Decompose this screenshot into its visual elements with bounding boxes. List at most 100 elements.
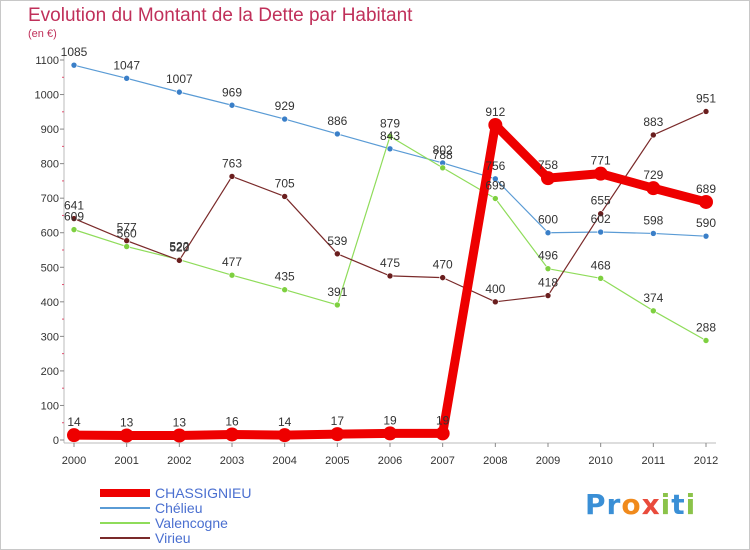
data-point [119, 428, 134, 443]
data-label: 435 [275, 270, 295, 284]
legend-item: Virieu [100, 530, 300, 546]
data-point [277, 428, 292, 443]
y-tick-label: 300 [41, 331, 59, 343]
data-point [439, 274, 446, 281]
data-label: 879 [380, 116, 400, 130]
data-label: 609 [64, 210, 84, 224]
data-point [593, 166, 608, 181]
data-point [492, 298, 499, 306]
legend-label: CHASSIGNIEU [155, 485, 252, 501]
y-tick-label: 600 [41, 228, 59, 240]
data-point [383, 426, 397, 441]
data-label: 14 [67, 415, 81, 429]
data-point [334, 130, 341, 138]
data-point [702, 108, 710, 115]
data-point [386, 133, 394, 140]
data-label: 475 [380, 256, 400, 270]
data-label: 641 [64, 199, 84, 213]
data-point [439, 164, 446, 172]
data-point [597, 275, 604, 282]
legend-swatch [100, 522, 150, 524]
data-point [67, 428, 81, 443]
data-label: 590 [696, 216, 716, 230]
data-point [123, 243, 130, 250]
data-label: 602 [591, 212, 611, 226]
data-label: 539 [327, 234, 347, 248]
y-tick-label: 500 [41, 262, 59, 274]
y-tick-label: 400 [41, 297, 59, 309]
data-label: 13 [120, 416, 134, 430]
data-label: 19 [436, 413, 450, 427]
y-tick-label: 1000 [35, 90, 59, 102]
data-label: 763 [222, 156, 242, 170]
data-label: 577 [117, 221, 137, 235]
data-label: 16 [225, 414, 239, 428]
y-tick-label: 900 [41, 124, 59, 136]
data-label: 969 [222, 85, 242, 99]
x-tick-label: 2010 [588, 455, 612, 467]
x-tick-label: 2000 [62, 455, 86, 467]
data-point [176, 257, 183, 264]
data-label: 598 [643, 213, 663, 227]
data-point [334, 250, 341, 258]
data-label: 771 [591, 154, 611, 168]
data-point [702, 232, 710, 240]
data-point [597, 210, 604, 218]
legend-swatch [100, 507, 150, 509]
data-label: 705 [275, 176, 295, 190]
legend-label: Virieu [155, 530, 191, 546]
data-point [435, 426, 450, 441]
chart-title: Evolution du Montant de la Dette par Hab… [28, 5, 413, 26]
data-label: 729 [643, 168, 663, 182]
data-point [650, 230, 657, 237]
logo-letter: t [671, 488, 686, 521]
y-tick-label: 200 [41, 366, 59, 378]
data-point [281, 115, 288, 123]
data-label: 13 [173, 416, 187, 430]
data-point [544, 265, 552, 272]
x-tick-label: 2002 [167, 455, 191, 467]
data-label: 400 [485, 282, 505, 296]
data-point [541, 171, 555, 186]
data-point [281, 193, 288, 200]
data-label: 520 [169, 240, 189, 254]
data-label: 288 [696, 321, 716, 335]
data-label: 522 [169, 240, 189, 254]
data-label: 477 [222, 255, 242, 269]
data-point [544, 229, 552, 237]
data-point [646, 181, 661, 196]
data-label: 886 [327, 114, 347, 128]
legend-item: Valencogne [100, 515, 300, 531]
chart-subtitle: (en €) [28, 28, 57, 40]
y-tick-label: 1100 [35, 55, 59, 67]
data-label: 929 [275, 99, 295, 113]
data-label: 1085 [61, 45, 88, 59]
data-label: 19 [383, 413, 397, 427]
data-point [176, 88, 183, 96]
data-label: 14 [278, 415, 292, 429]
y-tick-label: 0 [53, 435, 59, 447]
data-label: 802 [433, 143, 453, 157]
y-tick-label: 100 [41, 400, 59, 412]
data-point [699, 194, 713, 209]
proxiti-logo: Proxiti [585, 488, 696, 521]
x-tick-label: 2001 [114, 455, 138, 467]
data-point [70, 215, 78, 222]
logo-letter: r [606, 488, 622, 521]
x-tick-label: 2007 [430, 455, 454, 467]
x-tick-label: 2003 [220, 455, 244, 467]
data-label: 1047 [113, 58, 140, 72]
data-point [330, 427, 345, 442]
legend-swatch [100, 537, 150, 539]
data-point [123, 75, 130, 82]
data-label: 391 [327, 285, 347, 299]
chart-legend: CHASSIGNIEU Chélieu Valencogne Virieu [100, 485, 300, 546]
data-point [386, 145, 394, 153]
data-point [492, 175, 499, 183]
legend-item: Chélieu [100, 500, 300, 516]
logo-letter: o [621, 488, 642, 521]
data-point [488, 117, 503, 132]
data-point [70, 226, 78, 233]
